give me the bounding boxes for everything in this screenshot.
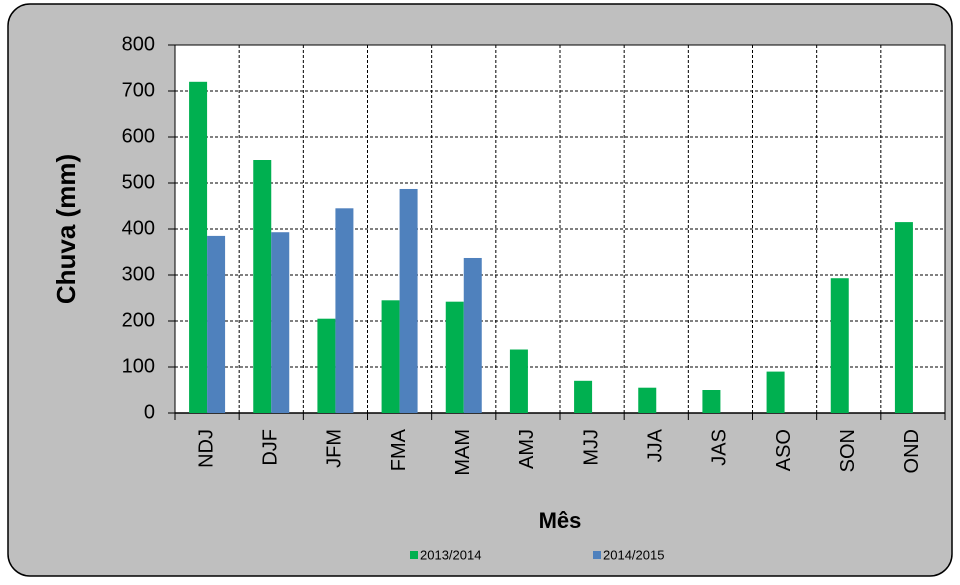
bar [271, 232, 290, 413]
legend-swatch [593, 551, 601, 559]
bar [766, 371, 785, 413]
bar [445, 301, 464, 413]
bar [207, 235, 226, 413]
legend: 2013/2014 2014/2015 [410, 547, 664, 562]
bar [463, 257, 482, 413]
y-tick-label: 100 [122, 355, 155, 377]
y-tick-label: 500 [122, 171, 155, 193]
bars [189, 81, 913, 414]
y-tick-label: 200 [122, 309, 155, 331]
y-tick-label: 400 [122, 217, 155, 239]
bar [381, 300, 400, 413]
bar [830, 278, 849, 413]
legend-swatch [410, 551, 418, 559]
grid [168, 44, 946, 420]
bar [509, 349, 528, 413]
x-tick-label: JFM [324, 429, 346, 468]
y-tick-label: 0 [144, 401, 155, 423]
y-tick-label: 700 [122, 79, 155, 101]
bar [253, 160, 272, 413]
x-tick-label: JJA [645, 428, 667, 462]
x-tick-label: OND [901, 429, 923, 473]
bar [399, 188, 418, 413]
x-tick-label: SON [837, 429, 859, 472]
x-tick-label: DJF [260, 429, 282, 466]
x-tick-label: JAS [709, 429, 731, 466]
x-tick-label: FMA [388, 428, 410, 471]
y-axis-title: Chuva (mm) [51, 154, 81, 304]
x-tick-label: MJJ [580, 429, 602, 466]
y-tick-label: 800 [122, 33, 155, 55]
bar [317, 318, 336, 413]
x-axis-title: Mês [539, 508, 582, 533]
x-tick-label: ASO [773, 429, 795, 471]
bar [702, 390, 721, 413]
x-tick-label: MAM [452, 429, 474, 476]
bar [335, 208, 354, 413]
legend-label: 2013/2014 [420, 547, 481, 562]
x-tick-label: AMJ [516, 429, 538, 469]
legend-label: 2014/2015 [603, 547, 664, 562]
bar [574, 380, 593, 413]
y-tick-label: 300 [122, 263, 155, 285]
y-tick-label: 600 [122, 125, 155, 147]
bar [894, 222, 913, 413]
x-tick-label: NDJ [195, 429, 217, 468]
bar [189, 81, 208, 414]
bar [638, 387, 657, 413]
